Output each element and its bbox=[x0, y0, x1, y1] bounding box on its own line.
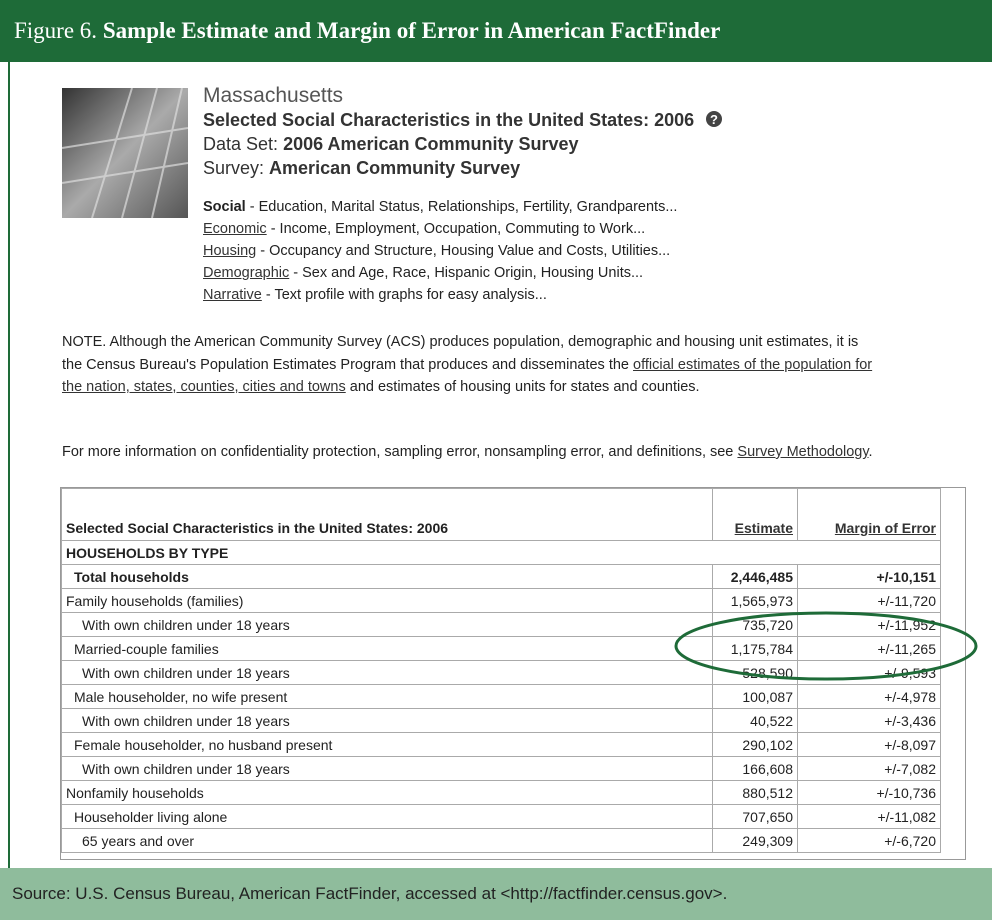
profile-title-row: Selected Social Characteristics in the U… bbox=[203, 108, 723, 132]
header-row: Selected Social Characteristics in the U… bbox=[61, 488, 941, 541]
margin-of-error: +/-6,720 bbox=[797, 828, 941, 853]
margin-of-error: +/-11,265 bbox=[797, 636, 941, 661]
topic-link[interactable]: Economic bbox=[203, 221, 267, 237]
table-row: With own children under 18 years 166,608 +… bbox=[61, 756, 941, 781]
estimate: 100,087 bbox=[712, 684, 798, 709]
header-cell: Selected Social Characteristics in the U… bbox=[61, 488, 713, 541]
profile-image bbox=[62, 88, 188, 218]
topic-name: Social bbox=[203, 199, 246, 215]
more-text: . bbox=[868, 444, 873, 460]
dataset-label: Data Set: bbox=[203, 134, 279, 154]
estimate: 2,446,485 bbox=[712, 564, 798, 589]
table-row: Nonfamily households 880,512 +/-10,736 bbox=[61, 780, 941, 805]
footer: Source: U.S. Census Bureau, American Fac… bbox=[0, 868, 992, 920]
table-row: With own children under 18 years 40,522 +/… bbox=[61, 708, 941, 733]
topic: Demographic - Sex and Age, Race, Hispani… bbox=[203, 262, 677, 284]
topic: Narrative - Text profile with graphs for… bbox=[203, 284, 677, 306]
note-text: and estimates of housing units for state… bbox=[349, 379, 700, 395]
row-label: Nonfamily households bbox=[61, 780, 713, 805]
margin-of-error: +/-7,082 bbox=[797, 756, 941, 781]
estimate: 880,512 bbox=[712, 780, 798, 805]
estimate: 1,175,784 bbox=[712, 636, 798, 661]
source: Source: U.S. Census Bureau, American Fac… bbox=[12, 884, 728, 903]
highlight-ellipse bbox=[674, 611, 978, 681]
section-cell: HOUSEHOLDS BY TYPE bbox=[61, 540, 941, 565]
table-row: 65 years and over 249,309 +/-6,720 bbox=[61, 828, 941, 853]
margin-of-error: +/-10,151 bbox=[797, 564, 941, 589]
header-link[interactable]: Estimate bbox=[734, 520, 793, 536]
topic-description: - Sex and Age, Race, Hispanic Origin, Ho… bbox=[293, 265, 644, 281]
margin-of-error: +/-11,082 bbox=[797, 804, 941, 829]
table-row: Female householder, no husband present 29… bbox=[61, 732, 941, 757]
row-label: With own children under 18 years bbox=[61, 660, 713, 685]
dataset: 2006 American Community Survey bbox=[283, 134, 579, 154]
table-row: Male householder, no wife present 100,087… bbox=[61, 684, 941, 709]
survey-row: Survey: American Community Survey bbox=[203, 156, 723, 180]
figure-title: Sample Estimate and Margin of Error in A… bbox=[102, 18, 721, 43]
table-row: Family households (families) 1,565,973 +/-… bbox=[61, 588, 941, 613]
row-label: With own children under 18 years bbox=[61, 756, 713, 781]
row-label: Male householder, no wife present bbox=[61, 684, 713, 709]
note-text: NOTE. Although the American Community Su… bbox=[62, 334, 859, 373]
table-row: With own children under 18 years 735,720 +… bbox=[61, 612, 941, 637]
table-row: Householder living alone 707,650 +/-11,082 bbox=[61, 804, 941, 829]
survey: American Community Survey bbox=[269, 158, 521, 178]
margin-of-error: +/-3,436 bbox=[797, 708, 941, 733]
estimate: 249,309 bbox=[712, 828, 798, 853]
topic: Housing - Occupancy and Structure, Housi… bbox=[203, 240, 677, 262]
margin-of-error: +/-11,720 bbox=[797, 588, 941, 613]
estimate: 290,102 bbox=[712, 732, 798, 757]
row-label: Married-couple families bbox=[61, 636, 713, 661]
topic: Economic - Income, Employment, Occupatio… bbox=[203, 218, 677, 240]
svg-text:?: ? bbox=[710, 112, 718, 127]
row-label: Family households (families) bbox=[61, 588, 713, 613]
topic-link[interactable]: Narrative bbox=[203, 287, 262, 303]
header-cell: Margin of Error bbox=[797, 488, 941, 541]
place: Massachusetts bbox=[203, 84, 344, 107]
help-icon[interactable]: ? bbox=[705, 110, 723, 128]
section-row: HOUSEHOLDS BY TYPE bbox=[61, 540, 941, 565]
row-label: 65 years and over bbox=[61, 828, 713, 853]
estimate: 40,522 bbox=[712, 708, 798, 733]
data-table: Selected Social Characteristics in the U… bbox=[61, 488, 941, 871]
topic-description: - Text profile with graphs for easy anal… bbox=[265, 287, 547, 303]
header-cell: Estimate bbox=[712, 488, 798, 541]
margin-of-error: +/-4,978 bbox=[797, 684, 941, 709]
margin-of-error: +/-10,736 bbox=[797, 780, 941, 805]
margin-of-error: +/-8,097 bbox=[797, 732, 941, 757]
row-label: Female householder, no husband present bbox=[61, 732, 713, 757]
estimate: 166,608 bbox=[712, 756, 798, 781]
more-info: For more information on confidentiality … bbox=[62, 441, 882, 464]
row-label: Total households bbox=[61, 564, 713, 589]
topic-description: - Occupancy and Structure, Housing Value… bbox=[260, 243, 671, 259]
figure-header: Figure 6. Sample Estimate and Margin of … bbox=[0, 0, 992, 62]
frame-line bbox=[8, 62, 10, 868]
topic-link[interactable]: Demographic bbox=[203, 265, 290, 281]
table-row: Total households 2,446,485 +/-10,151 bbox=[61, 564, 941, 589]
figure-label: Figure 6. bbox=[14, 18, 98, 43]
row-label: With own children under 18 years bbox=[61, 612, 713, 637]
header-link[interactable]: Margin of Error bbox=[834, 520, 936, 536]
topic: Social - Education, Marital Status, Rela… bbox=[203, 196, 677, 218]
estimate: 707,650 bbox=[712, 804, 798, 829]
more-text: For more information on confidentiality … bbox=[62, 444, 734, 460]
row-label: With own children under 18 years bbox=[61, 708, 713, 733]
topic-link[interactable]: Housing bbox=[203, 243, 257, 259]
table-body: Total households 2,446,485 +/-10,151 Family… bbox=[61, 564, 941, 853]
topic-description: - Education, Marital Status, Relationshi… bbox=[249, 199, 678, 215]
data-table-box: Selected Social Characteristics in the U… bbox=[60, 487, 966, 860]
topics: Social - Education, Marital Status, Rela… bbox=[203, 196, 677, 306]
profile-title: Selected Social Characteristics in the U… bbox=[203, 110, 695, 130]
estimate: 1,565,973 bbox=[712, 588, 798, 613]
methodology-link[interactable]: Survey Methodology bbox=[737, 444, 869, 460]
survey-label: Survey: bbox=[203, 158, 265, 178]
row-label: Householder living alone bbox=[61, 804, 713, 829]
note-link[interactable]: official estimates of the population for… bbox=[62, 356, 873, 396]
profile: Massachusetts Selected Social Characteri… bbox=[203, 84, 723, 180]
topic-description: - Income, Employment, Occupation, Commut… bbox=[270, 221, 646, 237]
table-row: Married-couple families 1,175,784 +/-11,26… bbox=[61, 636, 941, 661]
note: NOTE. Although the American Community Su… bbox=[62, 331, 882, 399]
dataset-row: Data Set: 2006 American Community Survey bbox=[203, 132, 723, 156]
